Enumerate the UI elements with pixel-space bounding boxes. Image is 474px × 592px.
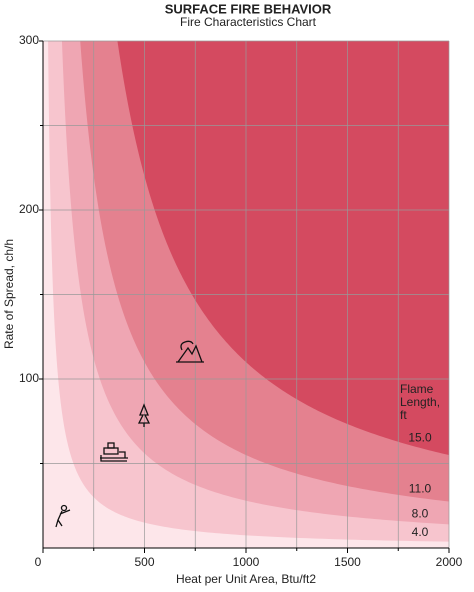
y-axis-label: Rate of Spread, ch/h: [2, 239, 16, 349]
legend-title: ft: [400, 408, 407, 422]
y-tick-label: 100: [19, 371, 39, 385]
x-tick-label: 2000: [436, 555, 463, 569]
icons: [55, 340, 204, 528]
legend-label: 11.0: [409, 481, 432, 495]
flame-length-zone: [117, 41, 450, 456]
y-tick-label: 200: [19, 202, 39, 216]
x-axis-label: Heat per Unit Area, Btu/ft2: [176, 572, 316, 586]
y-tick-label: 300: [19, 33, 39, 47]
firefighter-icon: [55, 504, 71, 528]
plot-area: 0 500 1000 1500 2000 100 200 300: [19, 33, 463, 569]
chart-subtitle: Fire Characteristics Chart: [180, 15, 317, 29]
x-tick-label: 1000: [233, 555, 260, 569]
legend-title: Length,: [400, 395, 440, 409]
legend-label: 4.0: [412, 525, 429, 539]
tree-icon: [137, 403, 151, 427]
x-tick-label: 0: [35, 555, 42, 569]
legend-title: Flame: [400, 382, 434, 396]
x-tick-label: 500: [134, 555, 154, 569]
dozer-icon: [100, 442, 128, 462]
chart-title: SURFACE FIRE BEHAVIOR: [165, 1, 332, 16]
x-tick-label: 1500: [334, 555, 361, 569]
legend-label: 15.0: [408, 431, 432, 445]
fire-icon: [176, 340, 204, 363]
legend-label: 8.0: [412, 506, 429, 520]
